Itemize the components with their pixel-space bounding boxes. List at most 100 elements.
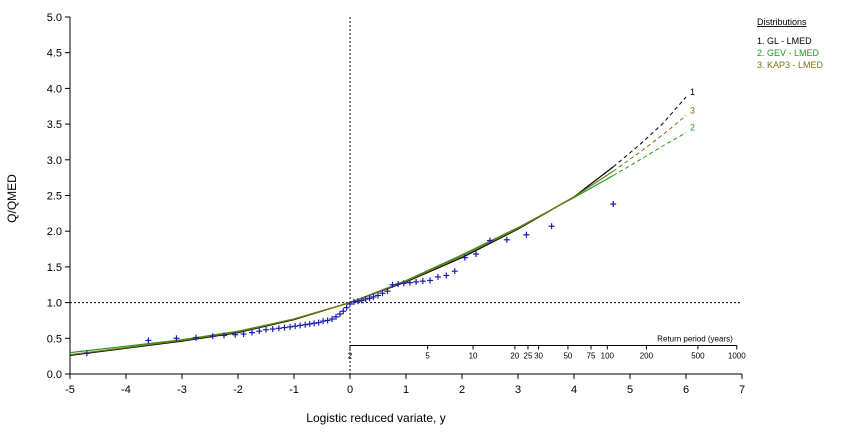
x-tick-label: -4 [121,384,131,396]
observed-point [145,337,152,344]
y-tick-label: 4.5 [47,48,62,60]
return-period-tick-label: 1000 [728,351,746,360]
observed-point [209,333,216,340]
observed-point [610,201,617,208]
observed-point [320,318,327,325]
return-period-tick-label: 75 [587,351,596,360]
observed-point [461,254,468,261]
return-period-tick-label: 25 [524,351,533,360]
x-tick-label: 5 [627,384,633,396]
y-tick-label: 3.5 [47,119,62,131]
observed-point [232,331,239,338]
observed-points [83,201,617,357]
legend-entry-2: 2. GEV - LMED [757,48,820,58]
observed-point [443,272,450,279]
observed-point [375,292,381,299]
x-tick-label: 7 [739,384,745,396]
observed-point [306,321,313,328]
return-period-tick-label: 500 [691,351,705,360]
observed-point [333,313,339,320]
observed-point [347,301,353,308]
series-end-label-1: 1 [690,87,695,97]
observed-point [400,280,407,287]
observed-point [389,281,396,288]
y-tick-label: 4.0 [47,83,62,95]
observed-point [173,335,180,342]
y-tick-label: 1.0 [47,298,62,310]
y-tick-label: 1.5 [47,262,62,274]
observed-point [434,273,441,280]
observed-point [275,325,282,332]
legend-title: Distributions [757,17,807,27]
observed-point [358,297,365,304]
observed-point [370,293,377,300]
x-tick-label: -1 [289,384,299,396]
return-period-tick-label: 30 [534,351,543,360]
observed-point [263,326,269,333]
series-extrapolation-2 [612,132,687,176]
series-end-label-3: 3 [690,106,695,116]
series-line-1 [69,166,614,356]
observed-point [395,281,402,288]
x-axis-ticks: -5 -4 -3 -2 -1 0 1 2 3 4 5 6 7 [65,374,745,396]
y-tick-label: 0.5 [47,333,62,345]
x-tick-label: 6 [683,384,689,396]
observed-point [240,331,247,338]
y-tick-label: 3.0 [47,155,62,167]
return-period-tick-label: 50 [563,351,572,360]
observed-point [350,298,357,305]
y-axis-title: Q/QMED [5,174,19,223]
y-axis-ticks: 0.0 0.5 1.0 1.5 2.0 2.5 3.0 3.5 4.0 4.5 5.0 [47,12,70,381]
observed-point [473,251,479,258]
return-period-tick-label: 20 [510,351,519,360]
observed-point [256,328,263,335]
legend: Distributions 1. GL - LMED 2. GEV - LMED 3… [757,17,824,70]
observed-point [83,350,90,357]
observed-point [221,332,227,339]
observed-point [340,308,347,315]
observed-point [366,295,373,302]
return-period-tick-label: 10 [469,351,478,360]
observed-point [287,323,294,330]
x-tick-label: 3 [515,384,521,396]
observed-point [336,311,343,318]
observed-point [487,237,493,244]
y-tick-label: 2.0 [47,226,62,238]
observed-point [249,329,255,336]
distribution-curves: 1 2 3 [69,87,695,356]
observed-point [311,320,318,327]
y-tick-label: 2.5 [47,191,62,203]
observed-point [451,268,458,275]
observed-point [406,279,413,286]
y-tick-label: 5.0 [47,12,62,24]
observed-point [419,278,426,285]
observed-point [548,223,555,230]
observed-point [379,290,386,297]
series-extrapolation-1 [612,96,687,168]
observed-point [292,323,299,330]
observed-point [384,288,391,295]
x-tick-label: 0 [347,384,353,396]
observed-point [193,334,199,341]
observed-point [324,317,331,324]
x-tick-label: -3 [177,384,187,396]
observed-point [343,304,350,311]
x-tick-label: -5 [65,384,75,396]
legend-entry-1: 1. GL - LMED [757,36,812,46]
x-tick-label: 1 [403,384,409,396]
return-period-axis-title: Return period (years) [657,334,733,343]
series-end-label-2: 2 [690,123,695,133]
return-period-axis: Return period (years) 2 5 10 20 25 30 50 75 100 2… [348,334,746,360]
observed-point [329,316,336,323]
observed-point [413,278,420,285]
return-period-tick-label: 5 [425,351,430,360]
series-line-3 [69,170,614,356]
observed-point [354,298,361,305]
observed-point [269,326,276,333]
axes [69,17,742,375]
observed-point [315,319,322,326]
return-period-tick-label: 2 [348,351,353,360]
observed-point [503,236,510,243]
reference-lines [70,17,742,374]
x-tick-label: 2 [459,384,465,396]
